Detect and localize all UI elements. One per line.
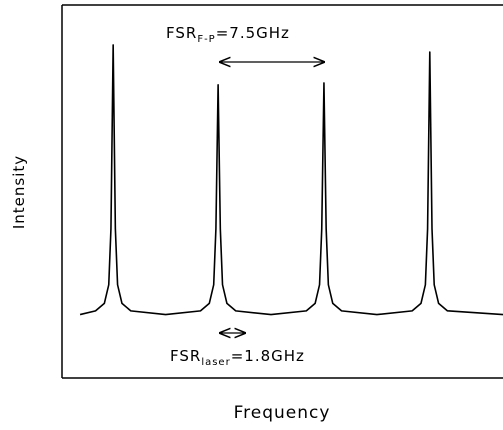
annotation-subscript: laser (201, 357, 230, 368)
spectrum-line (79, 44, 503, 316)
annotation-text: FSR (170, 347, 201, 365)
annotation-text: FSR (166, 24, 197, 42)
y-axis-label: Intensity (10, 155, 28, 229)
annotation-suffix: =7.5GHz (216, 24, 290, 42)
annotation-suffix: =1.8GHz (231, 347, 305, 365)
annotation: FSRF-P=7.5GHz (166, 24, 290, 45)
annotation-subscript: F-P (197, 34, 215, 45)
plot-frame (61, 4, 503, 379)
x-axis-label: Frequency (234, 403, 331, 423)
annotation: FSRlaser=1.8GHz (170, 347, 305, 368)
